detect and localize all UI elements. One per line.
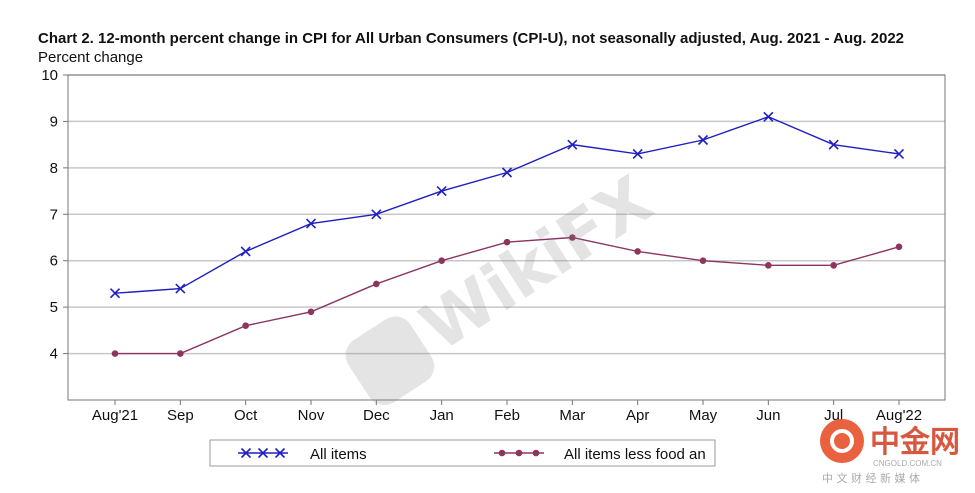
data-point-x-marker bbox=[240, 447, 252, 459]
legend-box bbox=[209, 439, 716, 467]
data-point-circle-marker bbox=[699, 257, 707, 265]
data-point-circle-marker bbox=[634, 248, 641, 255]
y-tick-label: 4 bbox=[50, 346, 58, 363]
data-point-circle-marker bbox=[242, 322, 249, 330]
x-tick-label: Sep bbox=[167, 407, 194, 424]
data-point-x-marker bbox=[697, 134, 709, 146]
x-tick-label: Jan bbox=[430, 407, 454, 424]
data-point-x-marker bbox=[175, 283, 186, 294]
x-tick-label: May bbox=[689, 407, 718, 424]
data-point-x-marker bbox=[893, 148, 905, 159]
legend-entry: All items bbox=[238, 446, 367, 463]
cngold-watermark: 中金网 CNGOLD.COM.CN 中 文 财 经 新 媒 体 bbox=[820, 419, 960, 485]
cngold-subtitle: 中 文 财 经 新 媒 体 bbox=[822, 471, 920, 485]
legend-entry: All items less food an bbox=[494, 446, 706, 463]
cngold-logo-icon bbox=[820, 419, 864, 463]
x-tick-label: Oct bbox=[234, 407, 258, 424]
series-all-items-less-food-energy bbox=[111, 234, 903, 357]
data-point-x-marker bbox=[274, 447, 286, 459]
data-point-x-marker bbox=[305, 218, 317, 229]
data-point-circle-marker bbox=[765, 262, 772, 269]
data-point-circle-marker bbox=[532, 449, 540, 457]
data-point-x-marker bbox=[240, 246, 251, 257]
legend: All items All items less food an bbox=[209, 439, 716, 467]
x-tick-label: Feb bbox=[494, 407, 520, 424]
data-point-circle-marker bbox=[515, 449, 523, 457]
legend-label: All items bbox=[310, 446, 367, 463]
data-point-circle-marker bbox=[498, 449, 506, 457]
data-point-circle-marker bbox=[895, 243, 903, 251]
y-tick-label: 8 bbox=[50, 160, 58, 177]
series-lines bbox=[109, 111, 905, 357]
data-point-circle-marker bbox=[111, 350, 119, 357]
y-axis-ticks: 4 5 6 7 8 9 10 bbox=[41, 67, 68, 363]
x-tick-label: Dec bbox=[363, 407, 390, 424]
data-point-x-marker bbox=[763, 111, 774, 122]
data-point-circle-marker bbox=[373, 280, 380, 288]
series-all-items bbox=[109, 111, 905, 299]
data-point-x-marker bbox=[501, 167, 513, 178]
x-tick-label: Aug'21 bbox=[92, 407, 138, 424]
data-point-x-marker bbox=[828, 139, 839, 150]
y-tick-label: 7 bbox=[50, 206, 58, 223]
y-tick-label: 6 bbox=[50, 253, 58, 270]
wikifx-logo-icon bbox=[345, 316, 435, 406]
y-tick-label: 10 bbox=[41, 67, 58, 84]
data-point-circle-marker bbox=[569, 234, 576, 241]
wikifx-watermark-text: WikiFX bbox=[408, 161, 666, 366]
chart-title: Chart 2. 12-month percent change in CPI … bbox=[38, 30, 905, 47]
data-point-x-marker bbox=[257, 447, 269, 459]
data-point-circle-marker bbox=[503, 238, 511, 246]
data-point-circle-marker bbox=[830, 262, 837, 269]
y-tick-label: 5 bbox=[50, 299, 58, 316]
wikifx-watermark: WikiFX bbox=[345, 161, 666, 406]
x-tick-label: Aug'22 bbox=[876, 407, 922, 424]
x-tick-label: Nov bbox=[298, 407, 325, 424]
data-point-circle-marker bbox=[307, 308, 315, 316]
data-point-x-marker bbox=[632, 148, 643, 159]
cngold-logo-ring bbox=[830, 429, 854, 453]
x-axis-ticks: Aug'21 Sep Oct Nov Dec Jan Feb Mar Apr May Jun Jul A… bbox=[92, 400, 922, 424]
data-point-x-marker bbox=[109, 288, 121, 299]
x-tick-label: Mar bbox=[559, 407, 585, 424]
legend-label: All items less food an bbox=[564, 446, 706, 463]
data-point-x-marker bbox=[567, 139, 578, 150]
x-tick-label: Jun bbox=[756, 407, 780, 424]
x-tick-label: Apr bbox=[626, 407, 649, 424]
y-tick-label: 9 bbox=[50, 113, 58, 130]
data-point-x-marker bbox=[436, 186, 447, 197]
data-point-circle-marker bbox=[177, 350, 184, 357]
y-axis-label: Percent change bbox=[38, 49, 144, 66]
data-point-x-marker bbox=[371, 209, 382, 220]
data-point-circle-marker bbox=[438, 257, 445, 265]
cngold-name: 中金网 bbox=[870, 425, 960, 460]
cngold-url: CNGOLD.COM.CN bbox=[873, 459, 942, 468]
